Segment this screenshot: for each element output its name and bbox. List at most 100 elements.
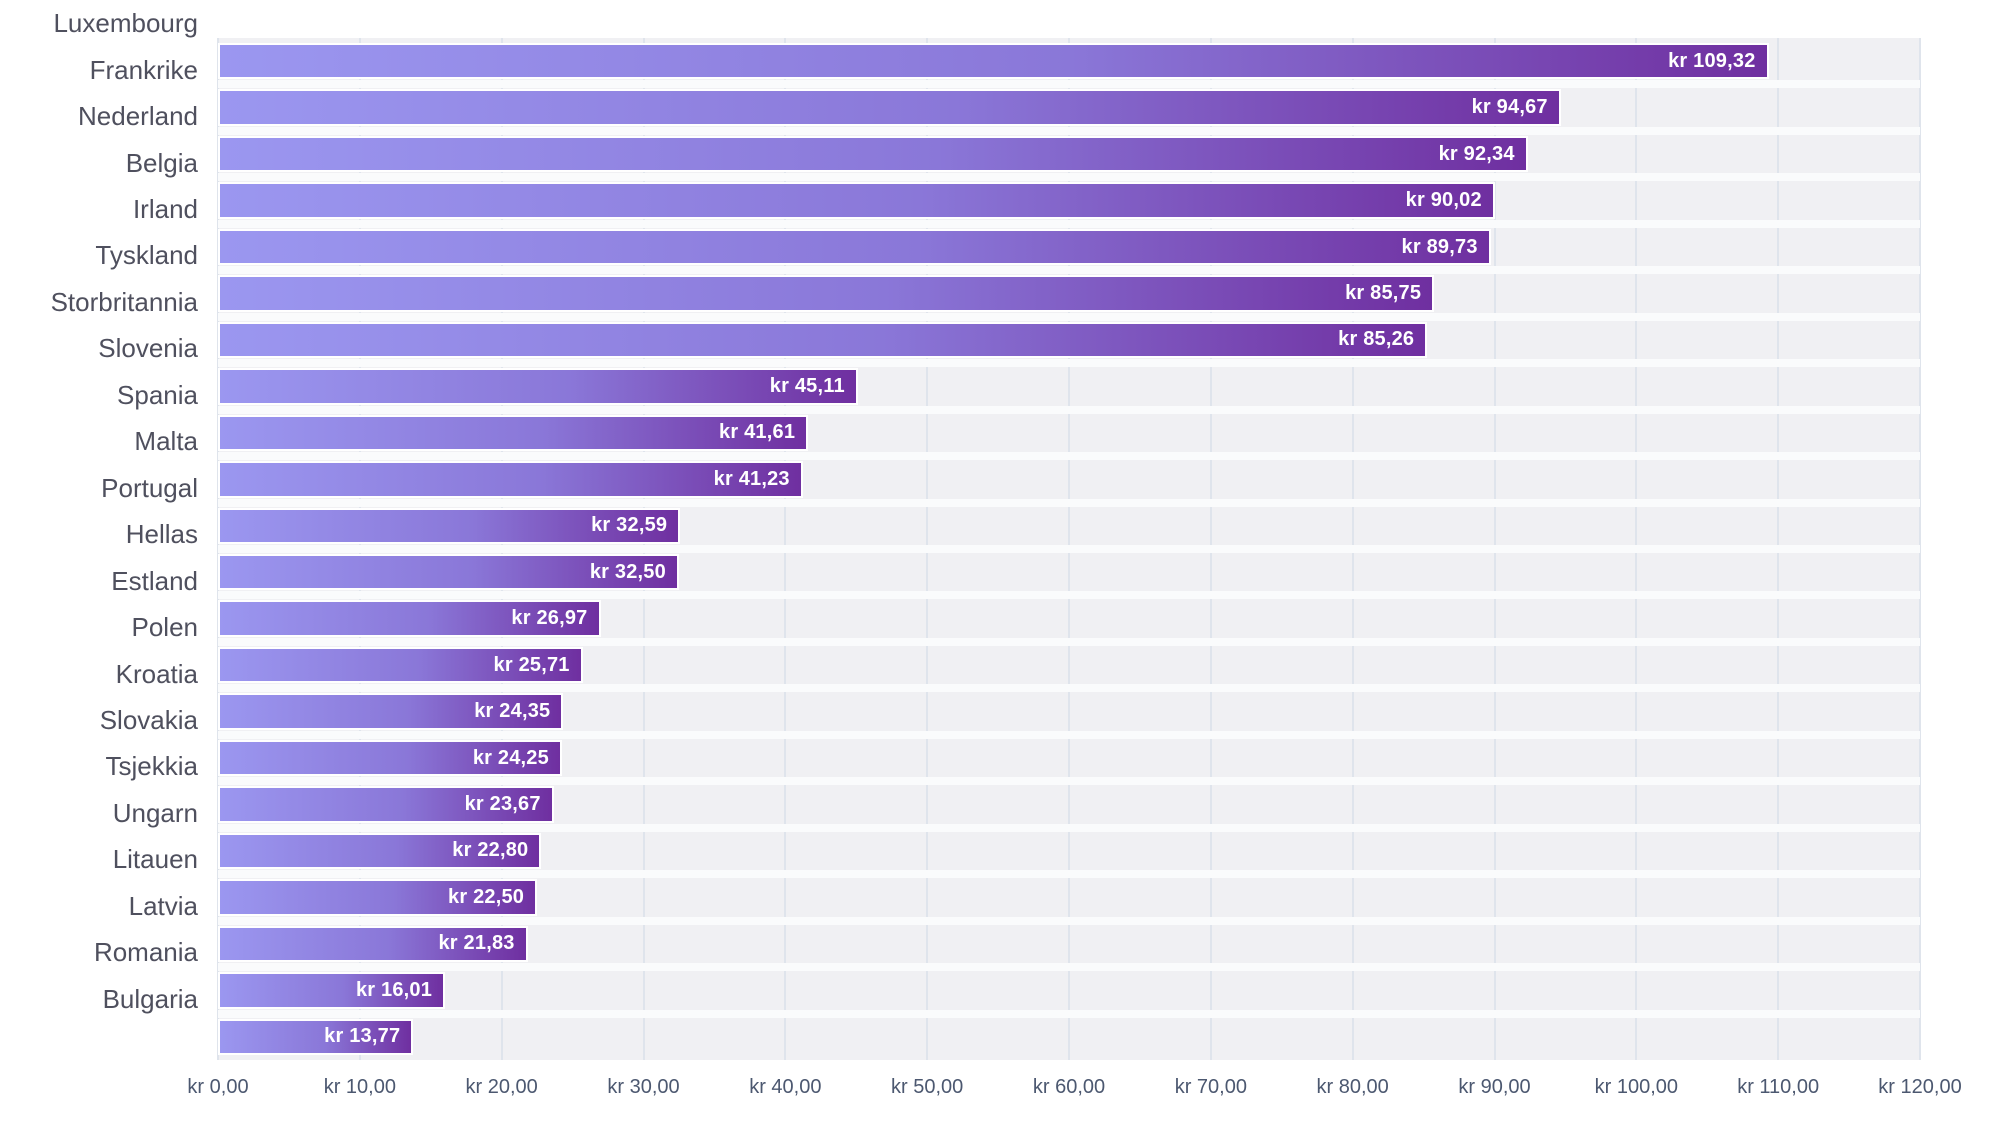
row-separator — [218, 359, 1920, 368]
x-tick-label: kr 80,00 — [1316, 1076, 1389, 1098]
bar-value-label: kr 16,01 — [355, 978, 433, 1001]
row-separator — [218, 823, 1920, 832]
x-tick-label: kr 40,00 — [749, 1076, 822, 1098]
category-label: Kroatia — [115, 658, 198, 689]
row-separator — [218, 545, 1920, 553]
category-label: Frankrike — [89, 54, 198, 85]
bar-value-label: kr 89,73 — [1401, 235, 1478, 258]
row-separator — [218, 591, 1920, 600]
bar: kr 22,50 — [218, 879, 538, 916]
bar-value-label: kr 32,50 — [589, 560, 666, 583]
chart-row: kr 41,61 — [218, 410, 1920, 456]
category-label: Tyskland — [95, 240, 198, 271]
bar-value-label: kr 109,32 — [1668, 49, 1756, 72]
bar-value-label: kr 22,50 — [448, 885, 525, 908]
chart-row: kr 24,35 — [218, 688, 1920, 734]
bar-value-label: kr 45,11 — [769, 374, 845, 397]
category-label: Tsjekkia — [105, 751, 198, 782]
x-tick-label: kr 100,00 — [1594, 1076, 1679, 1098]
chart-row: kr 85,26 — [218, 317, 1920, 363]
row-separator — [218, 173, 1920, 182]
category-label: Bulgaria — [102, 983, 198, 1014]
row-separator — [218, 219, 1920, 228]
bar-value-label: kr 22,80 — [452, 839, 529, 862]
category-label: Luxembourg — [53, 8, 198, 39]
bar: kr 16,01 — [218, 972, 446, 1009]
bar: kr 94,67 — [218, 89, 1561, 126]
chart-row: kr 22,50 — [218, 874, 1920, 920]
row-separator — [218, 126, 1920, 135]
row-separator — [218, 405, 1920, 414]
row-separator — [218, 684, 1920, 693]
category-label: Irland — [132, 194, 198, 225]
chart-row: kr 85,75 — [218, 270, 1920, 316]
category-label: Belgia — [125, 147, 198, 178]
x-tick-label: kr 120,00 — [1878, 1076, 1962, 1098]
x-tick-label: kr 60,00 — [1032, 1076, 1106, 1098]
chart-row: kr 21,83 — [218, 921, 1920, 967]
chart-row: kr 26,97 — [218, 595, 1920, 641]
category-label: Romania — [93, 937, 198, 968]
chart-row: kr 16,01 — [218, 967, 1920, 1013]
x-tick-label: kr 70,00 — [1174, 1076, 1247, 1098]
row-separator — [218, 498, 1920, 507]
bar-value-label: kr 92,34 — [1438, 142, 1515, 165]
category-label: Ungarn — [112, 797, 198, 828]
bar-value-label: kr 85,26 — [1338, 328, 1415, 351]
bar: kr 25,71 — [218, 646, 583, 684]
chart-row: kr 32,59 — [218, 503, 1920, 549]
category-label: Latvia — [128, 890, 198, 921]
chart-row: kr 92,34 — [218, 131, 1920, 177]
bar: kr 92,34 — [218, 135, 1528, 173]
row-separator — [218, 916, 1920, 925]
chart-row: kr 45,11 — [218, 363, 1920, 409]
row-separator — [218, 1009, 1920, 1018]
category-label: Nederland — [78, 101, 198, 132]
row-separator — [218, 777, 1920, 786]
chart-row: kr 25,71 — [218, 642, 1920, 688]
bar-value-label: kr 85,75 — [1345, 281, 1422, 304]
row-separator — [218, 870, 1920, 879]
category-label: Slovenia — [98, 333, 198, 364]
bar: kr 32,59 — [218, 507, 681, 544]
chart-row: kr 32,50 — [218, 549, 1920, 595]
bar: kr 32,50 — [218, 554, 679, 591]
x-tick-label: kr 20,00 — [465, 1076, 538, 1098]
row-separator — [218, 730, 1920, 739]
bar: kr 24,25 — [218, 739, 562, 777]
bar-value-label: kr 26,97 — [511, 607, 588, 630]
bar-value-label: kr 32,59 — [591, 514, 668, 537]
bar-value-label: kr 23,67 — [464, 792, 541, 815]
x-tick-label: kr 90,00 — [1458, 1076, 1531, 1098]
chart-row: kr 13,77 — [218, 1014, 1920, 1060]
bar: kr 24,35 — [218, 693, 564, 730]
bar: kr 23,67 — [218, 786, 554, 823]
chart-row: kr 41,23 — [218, 456, 1920, 502]
gridline — [1919, 38, 1921, 1060]
x-tick-label: kr 0,00 — [187, 1076, 249, 1098]
chart-row: kr 22,80 — [218, 828, 1920, 874]
category-label: Polen — [131, 612, 199, 643]
category-label: Litauen — [112, 844, 198, 875]
bar: kr 41,23 — [218, 461, 803, 498]
bar: kr 22,80 — [218, 832, 542, 870]
category-label: Estland — [111, 565, 198, 596]
plot-area: kr 109,32 kr 94,67 kr 92,34 kr 90,02 kr 89,7… — [217, 38, 1921, 1060]
category-label: Slovakia — [99, 705, 198, 736]
row-separator — [218, 637, 1920, 646]
chart-row: kr 24,25 — [218, 735, 1920, 781]
row-separator — [218, 452, 1920, 461]
bar-value-label: kr 24,25 — [472, 746, 549, 769]
x-tick-label: kr 110,00 — [1737, 1076, 1820, 1098]
bar-value-label: kr 13,77 — [324, 1025, 401, 1048]
chart-row: kr 89,73 — [218, 224, 1920, 270]
bar-value-label: kr 41,61 — [719, 421, 796, 444]
category-label: Hellas — [125, 519, 198, 550]
bar: kr 21,83 — [218, 925, 528, 963]
x-tick-label: kr 30,00 — [607, 1076, 680, 1098]
row-separator — [218, 963, 1920, 972]
x-axis: kr 0,00 kr 10,00 kr 20,00 kr 30,00 kr 40,00 k… — [187, 1060, 1961, 1110]
bar-value-label: kr 41,23 — [713, 467, 790, 490]
x-tick-label: kr 50,00 — [891, 1076, 964, 1098]
